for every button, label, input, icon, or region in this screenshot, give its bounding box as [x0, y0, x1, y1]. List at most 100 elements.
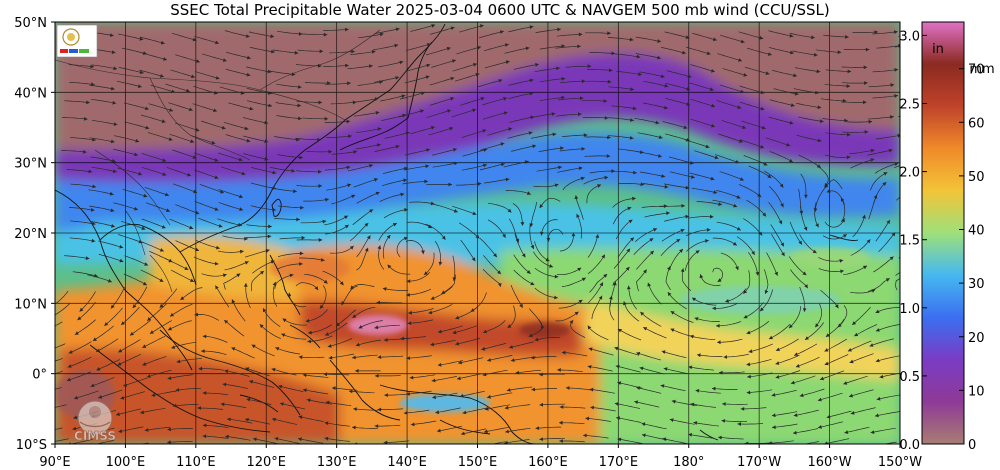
wind-arrowhead [554, 274, 559, 279]
wind-arrowhead [454, 161, 458, 166]
wind-arrowhead [159, 278, 164, 282]
wind-streamline [373, 44, 399, 51]
wind-streamline [799, 286, 806, 312]
wind-arrowhead [658, 135, 663, 139]
wind-arrowhead [838, 323, 842, 328]
wind-streamline [275, 347, 301, 355]
wind-arrowhead [379, 32, 384, 37]
wind-streamline [74, 390, 99, 399]
wind-arrowhead [717, 278, 722, 282]
wind-streamline [383, 209, 408, 219]
wind-streamline [215, 285, 230, 308]
wind-arrowhead [663, 105, 668, 110]
wind-streamline [303, 198, 329, 202]
wind-streamline [451, 108, 477, 118]
wind-streamline [347, 164, 373, 172]
wind-arrowhead [740, 39, 745, 44]
wind-arrowhead [186, 88, 190, 93]
wind-arrowhead [614, 346, 619, 351]
wind-arrowhead [844, 118, 848, 123]
wind-arrowhead [246, 72, 251, 77]
wind-arrowhead [825, 333, 830, 337]
wind-arrowhead [408, 310, 412, 315]
wind-streamline [719, 171, 744, 181]
wind-arrowhead [780, 242, 784, 247]
wind-arrowhead [526, 270, 531, 274]
wind-streamline [194, 35, 220, 44]
wind-streamline [534, 67, 560, 73]
wind-arrowhead [472, 108, 477, 113]
wind-arrowhead [915, 159, 919, 163]
wind-streamline [690, 118, 716, 128]
wind-arrowhead [699, 274, 704, 279]
wind-arrowhead [428, 310, 433, 315]
wind-streamline [818, 268, 844, 272]
wind-streamline [431, 59, 456, 68]
wind-streamline [428, 127, 454, 136]
wind-streamline [245, 367, 270, 377]
wind-arrowhead [111, 158, 116, 163]
wind-streamline [647, 282, 662, 305]
wind-streamline [852, 31, 879, 33]
wind-arrowhead [73, 415, 78, 420]
wind-streamline [198, 368, 225, 371]
wind-arrowhead [272, 207, 276, 212]
wind-arrowhead [660, 384, 665, 388]
wind-arrowhead [202, 334, 207, 339]
wind-streamline [693, 422, 719, 427]
wind-streamline [276, 83, 302, 88]
wind-arrowhead [789, 120, 794, 125]
wind-streamline [477, 79, 503, 88]
wind-arrowhead [747, 374, 751, 379]
wind-streamline [479, 237, 498, 258]
wind-arrowhead [246, 397, 251, 402]
wind-streamline [508, 218, 519, 243]
wind-arrowhead [847, 132, 851, 137]
wind-streamline [589, 388, 616, 394]
wind-arrowhead [426, 43, 431, 47]
wind-streamline [635, 36, 662, 43]
wind-arrowhead [318, 184, 322, 188]
wind-arrowhead [287, 292, 292, 297]
wind-streamline [324, 120, 351, 123]
wind-arrowhead [735, 266, 739, 271]
wind-arrowhead [694, 317, 699, 321]
wind-streamline [175, 204, 200, 215]
wind-arrowhead [355, 369, 359, 373]
wind-arrowhead [420, 109, 424, 114]
wind-streamline [323, 28, 349, 31]
wind-streamline [288, 292, 307, 308]
wind-streamline [515, 369, 541, 374]
wind-arrowhead [697, 353, 701, 358]
wind-arrowhead [775, 347, 780, 352]
wind-streamline [201, 350, 227, 355]
wind-streamline [664, 31, 690, 39]
wind-streamline [140, 114, 166, 123]
wind-streamline [55, 387, 62, 390]
wind-streamline [743, 218, 763, 236]
wind-streamline [659, 205, 686, 208]
wind-streamline [873, 256, 894, 273]
wind-arrowhead [660, 74, 665, 79]
wind-streamline [901, 180, 924, 191]
wind-arrowhead [781, 252, 785, 257]
wind-arrowhead [583, 133, 588, 137]
wind-streamline [505, 427, 531, 433]
wind-arrowhead [626, 248, 631, 253]
wind-streamline [561, 352, 588, 357]
wind-streamline [462, 407, 488, 414]
wind-streamline [557, 167, 583, 173]
wind-streamline [201, 120, 226, 130]
wind-streamline [356, 247, 369, 271]
wind-arrowhead [850, 411, 855, 415]
wind-streamline [458, 357, 484, 364]
wind-streamline [775, 338, 799, 351]
wind-streamline [608, 86, 635, 90]
wind-streamline [271, 418, 298, 425]
wind-streamline [769, 99, 795, 107]
wind-arrowhead [554, 183, 559, 188]
wind-arrowhead [431, 24, 436, 28]
wind-arrowhead [611, 51, 616, 56]
wind-streamline [306, 151, 333, 153]
wind-streamline [141, 153, 167, 162]
